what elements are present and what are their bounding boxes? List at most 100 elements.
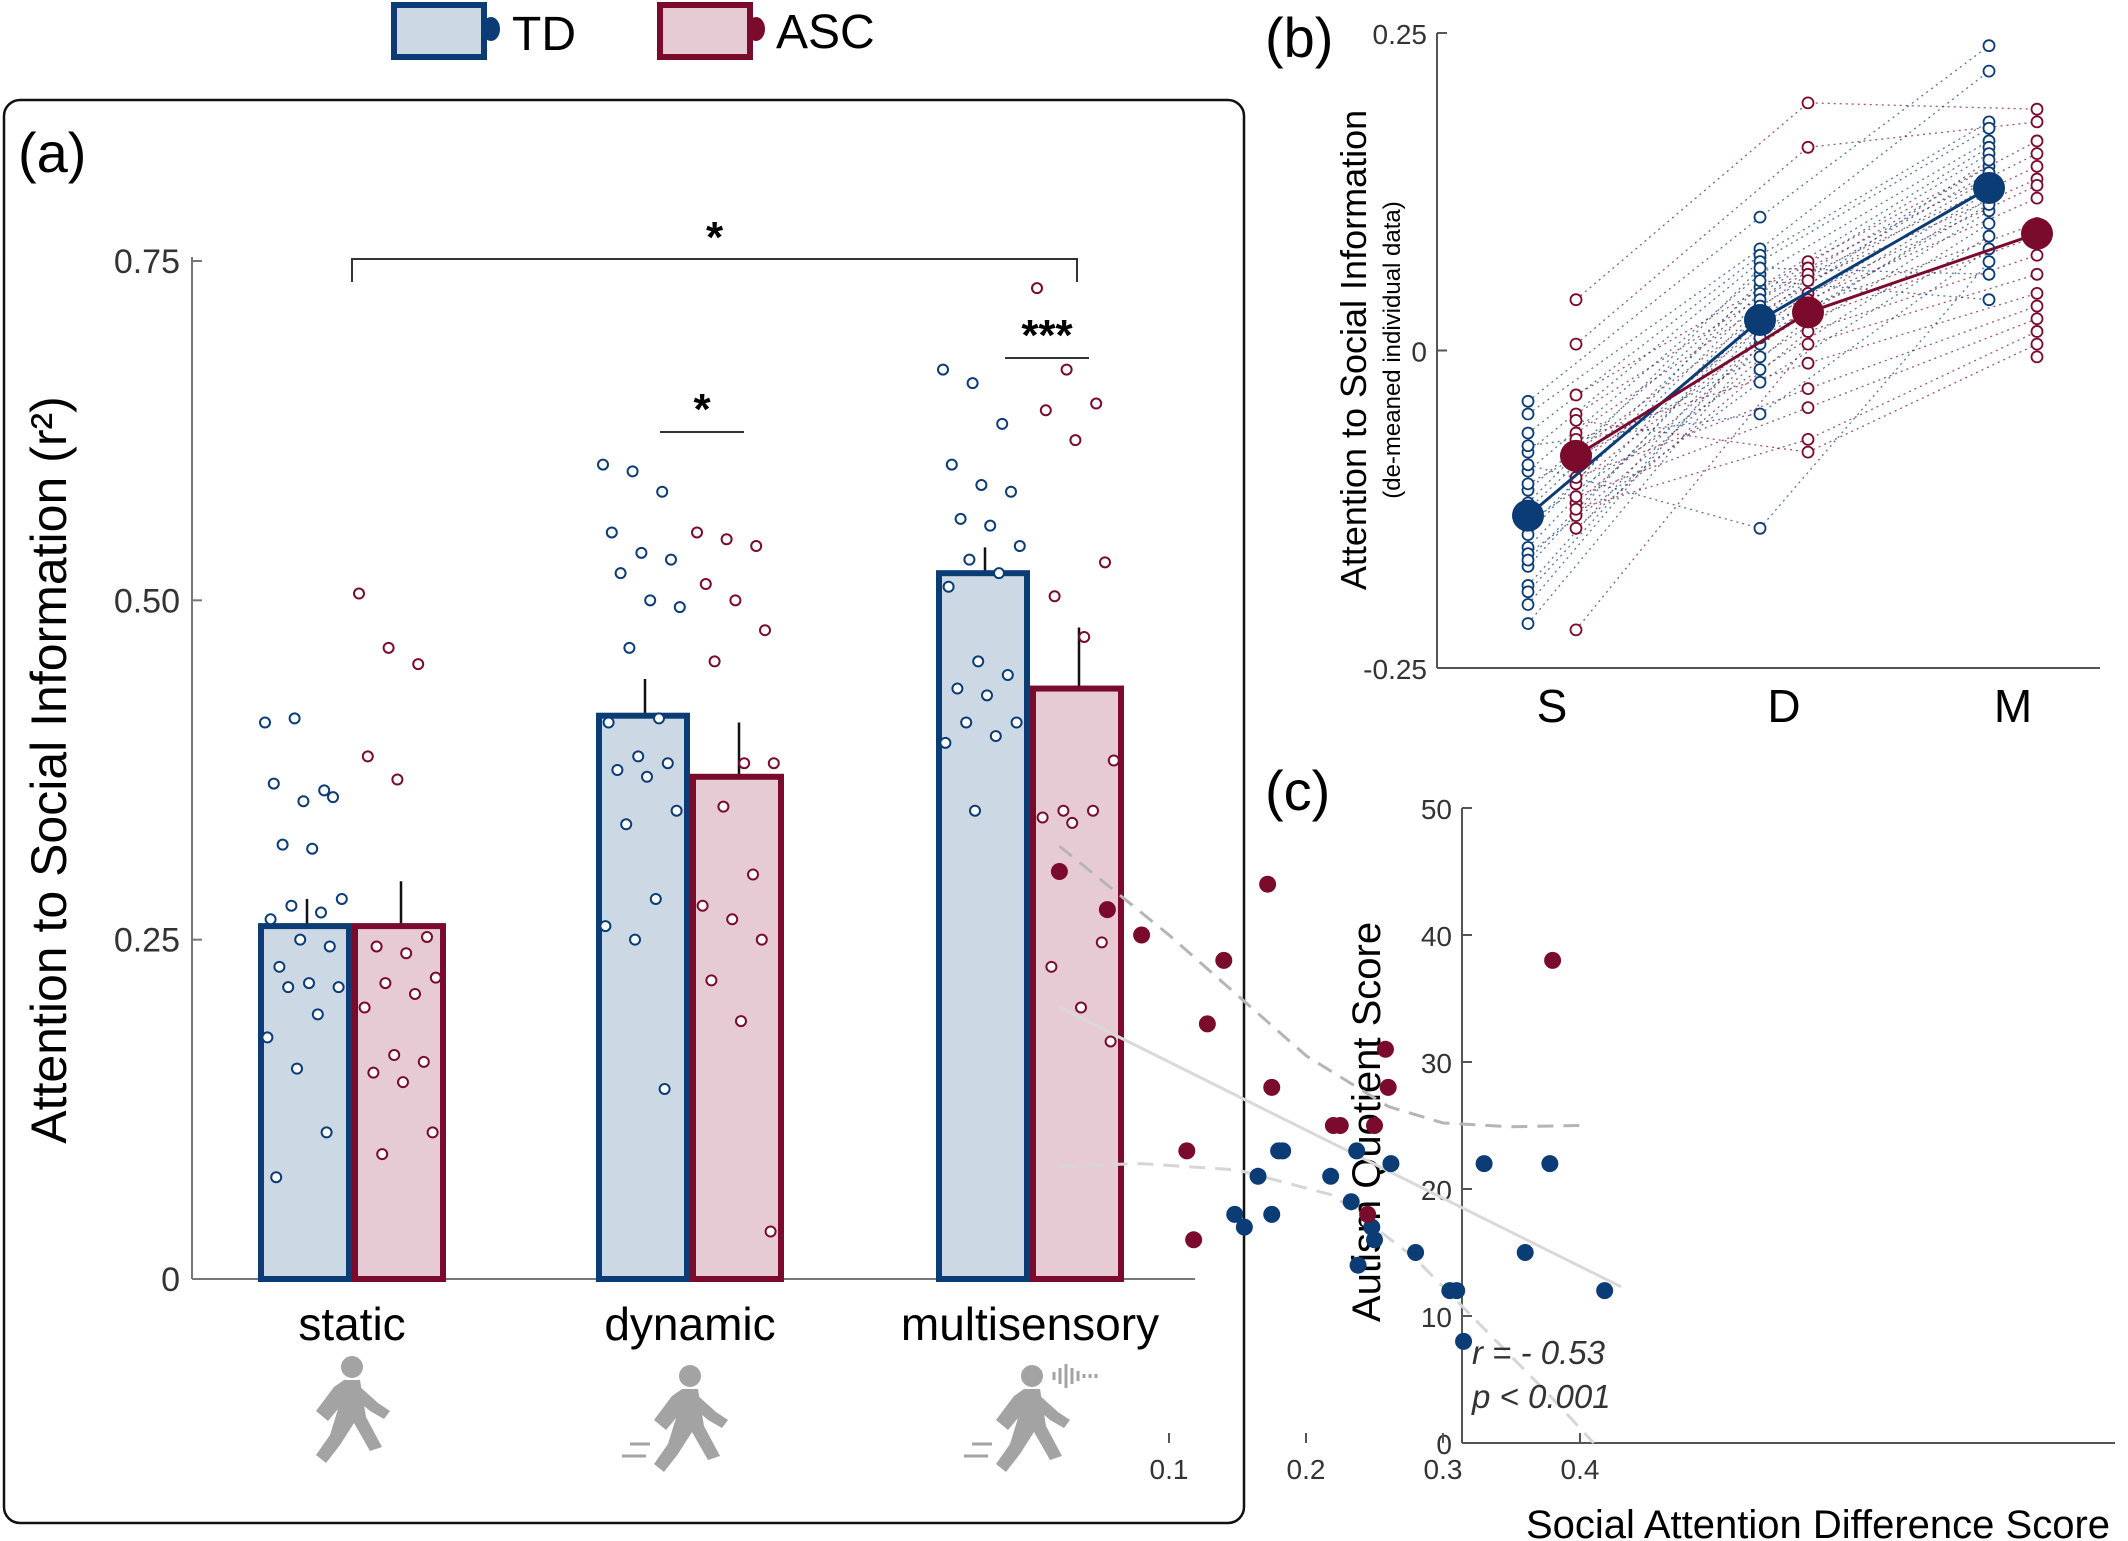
data-point-asc bbox=[417, 1055, 430, 1068]
data-point-td bbox=[996, 417, 1009, 430]
data-point-asc bbox=[358, 1001, 371, 1014]
data-point-td bbox=[1235, 1218, 1253, 1236]
panel-a-frame bbox=[2, 98, 1246, 1525]
data-point-asc bbox=[1366, 1117, 1383, 1134]
data-point-asc bbox=[1801, 356, 1815, 370]
data-point-td bbox=[984, 519, 997, 532]
data-point-td bbox=[963, 553, 976, 566]
legend-td-label: TD bbox=[512, 8, 576, 61]
individual-line-td bbox=[1527, 178, 1990, 567]
data-point-td bbox=[332, 981, 345, 994]
individual-line-td bbox=[1527, 203, 1990, 593]
data-point-asc bbox=[2030, 337, 2044, 351]
data-point-td bbox=[661, 757, 674, 770]
data-point-asc bbox=[1045, 960, 1058, 973]
data-point-td bbox=[1521, 598, 1535, 611]
data-point-asc bbox=[1569, 521, 1583, 535]
data-point-asc bbox=[1039, 404, 1052, 417]
individual-line-td bbox=[1527, 146, 1990, 491]
data-point-td bbox=[653, 712, 665, 725]
panel-b: (b) Attention to Social Information (de-… bbox=[1265, 6, 2100, 732]
data-point-asc bbox=[1087, 804, 1099, 817]
data-point-td bbox=[1475, 1155, 1493, 1173]
data-point-asc bbox=[382, 641, 395, 654]
y-tick-label: 0 bbox=[1436, 1429, 1452, 1460]
data-point-td bbox=[611, 764, 624, 776]
data-point-asc bbox=[1801, 140, 1815, 154]
data-point-td bbox=[993, 567, 1005, 580]
data-point-asc bbox=[1569, 623, 1583, 637]
data-point-asc bbox=[705, 974, 718, 987]
y-tick-label: 0.75 bbox=[114, 243, 180, 281]
x-tick-label: S bbox=[1537, 680, 1568, 732]
data-point-asc bbox=[696, 899, 709, 912]
data-point-td bbox=[626, 465, 639, 478]
legend: TD ASC bbox=[391, 2, 875, 61]
individual-line-td bbox=[1527, 45, 1990, 402]
x-tick-label: M bbox=[1994, 680, 2032, 732]
data-point-asc bbox=[717, 800, 730, 813]
y-tick-label: 0 bbox=[161, 1261, 180, 1299]
data-point-asc bbox=[1198, 1015, 1216, 1033]
data-point-asc bbox=[1544, 951, 1562, 969]
data-point-td bbox=[270, 1171, 283, 1184]
data-point-asc bbox=[1569, 293, 1583, 307]
walking-person-icon bbox=[316, 1356, 390, 1463]
data-point-td bbox=[635, 546, 648, 559]
data-point-td bbox=[1982, 293, 1996, 307]
x-tick-label: D bbox=[1767, 680, 1800, 732]
x-tick-label: 0.4 bbox=[1561, 1454, 1600, 1485]
data-point-td bbox=[297, 795, 310, 808]
data-point-td bbox=[605, 526, 618, 539]
data-point-td bbox=[1366, 1231, 1383, 1249]
mean-marker-td bbox=[1973, 171, 2005, 204]
data-point-td bbox=[1753, 407, 1767, 421]
panel-c-label: (c) bbox=[1265, 759, 1330, 822]
data-point-asc bbox=[379, 977, 392, 990]
panel-b-ylabel: Attention to Social Information bbox=[1333, 110, 1374, 590]
y-tick-label: -0.25 bbox=[1363, 654, 1427, 685]
data-point-td bbox=[1455, 1332, 1473, 1350]
data-point-td bbox=[288, 712, 301, 725]
data-point-td bbox=[1521, 439, 1535, 453]
data-point-td bbox=[960, 716, 973, 729]
data-point-asc bbox=[1098, 901, 1116, 919]
data-point-td bbox=[285, 899, 298, 912]
mean-marker-td bbox=[1512, 499, 1544, 532]
legend-asc-swatch bbox=[657, 2, 753, 60]
data-point-asc bbox=[2030, 115, 2044, 129]
data-point-asc bbox=[2030, 286, 2044, 300]
panel-c: (c) Autism Quotient Score Social Attenti… bbox=[1050, 759, 2115, 1541]
data-point-td bbox=[323, 940, 336, 953]
data-point-td bbox=[1753, 210, 1767, 224]
data-point-td bbox=[1521, 426, 1535, 440]
data-point-td bbox=[1521, 585, 1535, 599]
y-tick-label: 0.25 bbox=[114, 922, 180, 960]
data-point-asc bbox=[1801, 337, 1815, 351]
individual-line-td bbox=[1527, 140, 1990, 472]
data-point-td bbox=[939, 736, 952, 749]
significance-label: * bbox=[706, 213, 724, 262]
data-point-asc bbox=[1801, 382, 1815, 396]
data-point-td bbox=[264, 913, 277, 926]
data-point-td bbox=[311, 1008, 324, 1021]
y-tick-label: 10 bbox=[1421, 1302, 1452, 1333]
data-point-asc bbox=[400, 947, 413, 960]
data-point-td bbox=[1001, 668, 1014, 681]
confidence-band-lower bbox=[1059, 1162, 1595, 1445]
data-point-td bbox=[954, 512, 967, 525]
data-point-td bbox=[1349, 1256, 1367, 1274]
individual-line-td bbox=[1527, 172, 1990, 548]
data-point-asc bbox=[2030, 191, 2044, 205]
data-point-td bbox=[966, 377, 979, 390]
data-point-td bbox=[1982, 267, 1996, 281]
data-point-asc bbox=[409, 987, 421, 1000]
data-point-asc bbox=[391, 773, 404, 786]
data-point-td bbox=[1982, 255, 1996, 269]
data-point-asc bbox=[2030, 147, 2044, 161]
data-point-asc bbox=[1095, 936, 1108, 949]
mean-marker-asc bbox=[2021, 217, 2053, 250]
data-point-asc bbox=[1107, 754, 1120, 767]
data-point-td bbox=[291, 1062, 303, 1075]
y-tick-label: 0.25 bbox=[1373, 19, 1428, 50]
